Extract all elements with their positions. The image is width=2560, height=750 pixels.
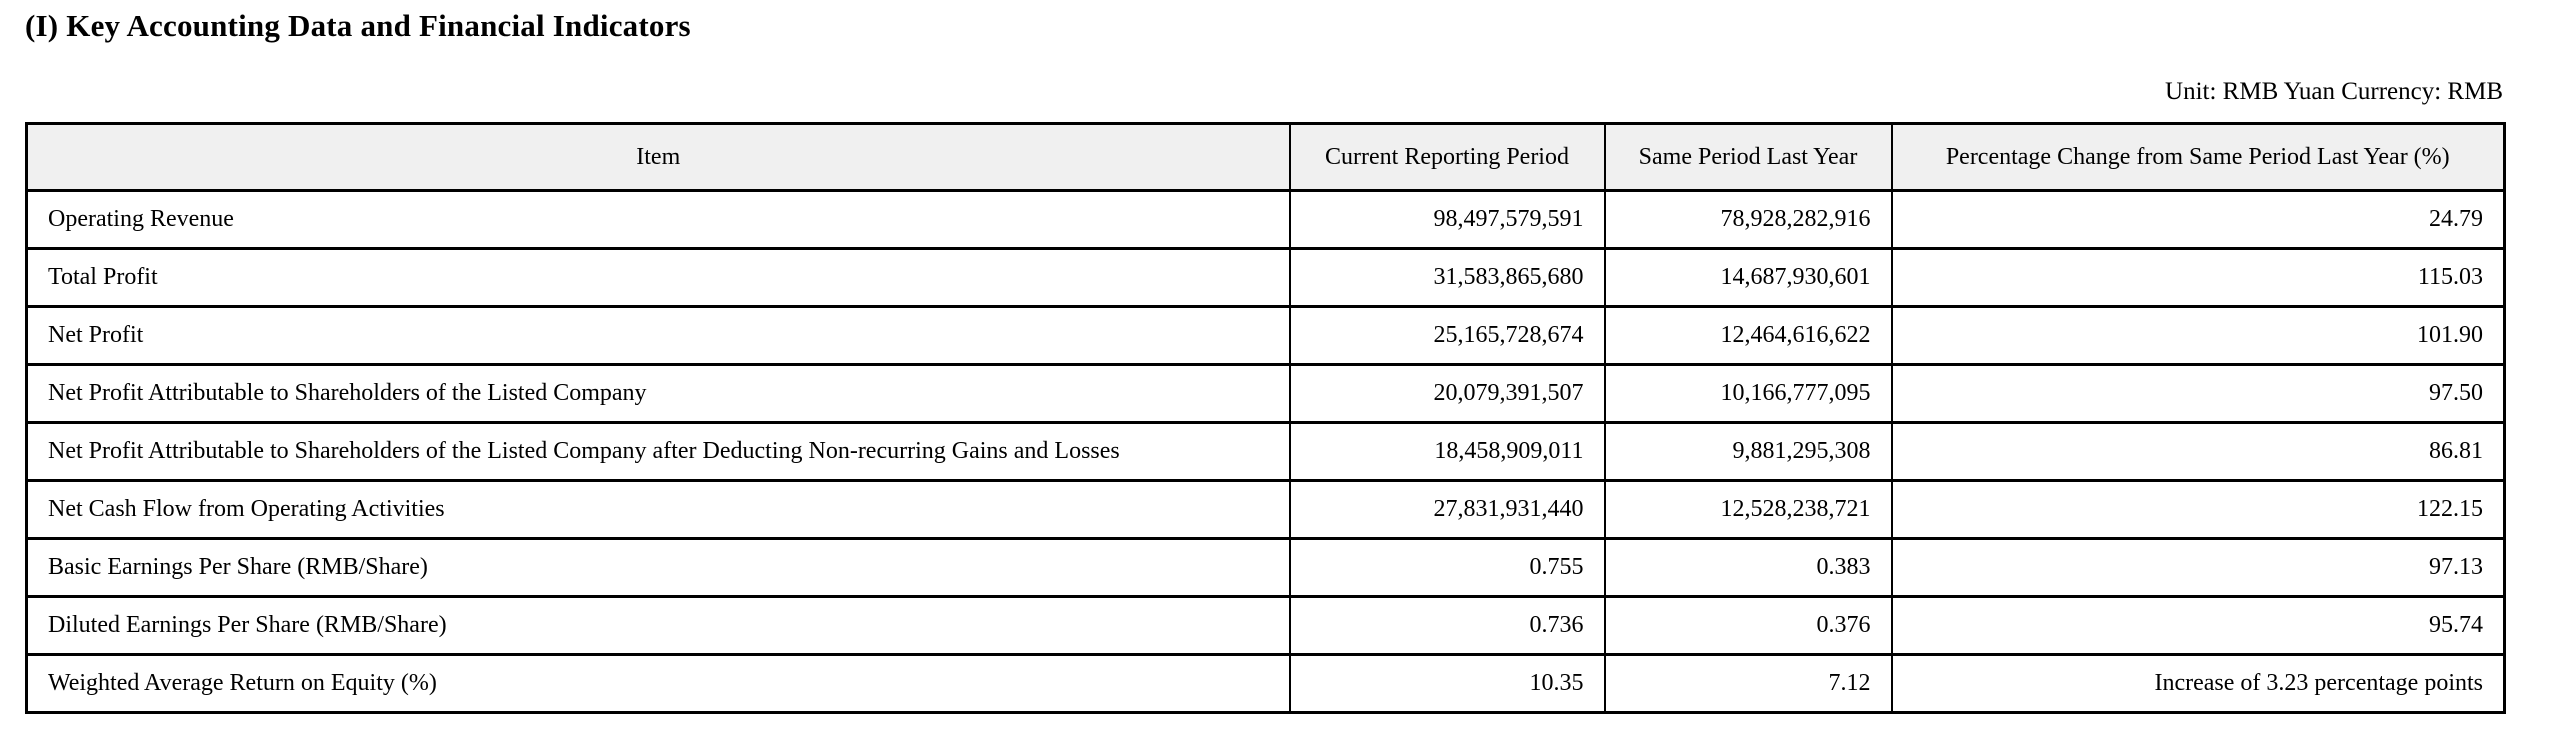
- current-period-cell: 27,831,931,440: [1288, 479, 1606, 540]
- column-header-last-year: Same Period Last Year: [1603, 122, 1893, 192]
- column-header-item: Item: [25, 122, 1291, 192]
- item-cell: Net Profit Attributable to Shareholders …: [25, 363, 1291, 424]
- current-period-cell: 10.35: [1288, 653, 1606, 714]
- table-row: Net Cash Flow from Operating Activities …: [25, 479, 2506, 540]
- last-year-cell: 0.376: [1603, 595, 1893, 656]
- current-period-cell: 0.736: [1288, 595, 1606, 656]
- table-header-row: Item Current Reporting Period Same Perio…: [25, 122, 2506, 192]
- last-year-cell: 10,166,777,095: [1603, 363, 1893, 424]
- last-year-cell: 12,528,238,721: [1603, 479, 1893, 540]
- item-cell: Diluted Earnings Per Share (RMB/Share): [25, 595, 1291, 656]
- current-period-cell: 0.755: [1288, 537, 1606, 598]
- column-header-percentage-change: Percentage Change from Same Period Last …: [1890, 122, 2506, 192]
- table-row: Diluted Earnings Per Share (RMB/Share) 0…: [25, 595, 2506, 656]
- current-period-cell: 31,583,865,680: [1288, 247, 1606, 308]
- change-cell: 86.81: [1890, 421, 2506, 482]
- key-accounting-data-table: Item Current Reporting Period Same Perio…: [25, 122, 2506, 714]
- column-header-current-period: Current Reporting Period: [1288, 122, 1606, 192]
- unit-currency-note: Unit: RMB Yuan Currency: RMB: [2165, 78, 2503, 105]
- item-cell: Total Profit: [25, 247, 1291, 308]
- change-cell: 95.74: [1890, 595, 2506, 656]
- current-period-cell: 20,079,391,507: [1288, 363, 1606, 424]
- last-year-cell: 9,881,295,308: [1603, 421, 1893, 482]
- change-cell: 115.03: [1890, 247, 2506, 308]
- table-row: Operating Revenue 98,497,579,591 78,928,…: [25, 189, 2506, 250]
- table-row: Weighted Average Return on Equity (%) 10…: [25, 653, 2506, 714]
- change-cell: 122.15: [1890, 479, 2506, 540]
- table-row: Basic Earnings Per Share (RMB/Share) 0.7…: [25, 537, 2506, 598]
- last-year-cell: 12,464,616,622: [1603, 305, 1893, 366]
- current-period-cell: 98,497,579,591: [1288, 189, 1606, 250]
- table-row: Net Profit Attributable to Shareholders …: [25, 363, 2506, 424]
- last-year-cell: 7.12: [1603, 653, 1893, 714]
- item-cell: Net Profit: [25, 305, 1291, 366]
- page-title: (I) Key Accounting Data and Financial In…: [25, 8, 691, 43]
- item-cell: Operating Revenue: [25, 189, 1291, 250]
- last-year-cell: 0.383: [1603, 537, 1893, 598]
- table-row: Net Profit 25,165,728,674 12,464,616,622…: [25, 305, 2506, 366]
- item-cell: Net Cash Flow from Operating Activities: [25, 479, 1291, 540]
- item-cell: Weighted Average Return on Equity (%): [25, 653, 1291, 714]
- change-cell: 24.79: [1890, 189, 2506, 250]
- table-row: Net Profit Attributable to Shareholders …: [25, 421, 2506, 482]
- change-cell: 97.13: [1890, 537, 2506, 598]
- change-cell: 101.90: [1890, 305, 2506, 366]
- change-cell: Increase of 3.23 percentage points: [1890, 653, 2506, 714]
- item-cell: Net Profit Attributable to Shareholders …: [25, 421, 1291, 482]
- change-cell: 97.50: [1890, 363, 2506, 424]
- last-year-cell: 14,687,930,601: [1603, 247, 1893, 308]
- current-period-cell: 18,458,909,011: [1288, 421, 1606, 482]
- last-year-cell: 78,928,282,916: [1603, 189, 1893, 250]
- current-period-cell: 25,165,728,674: [1288, 305, 1606, 366]
- table-row: Total Profit 31,583,865,680 14,687,930,6…: [25, 247, 2506, 308]
- item-cell: Basic Earnings Per Share (RMB/Share): [25, 537, 1291, 598]
